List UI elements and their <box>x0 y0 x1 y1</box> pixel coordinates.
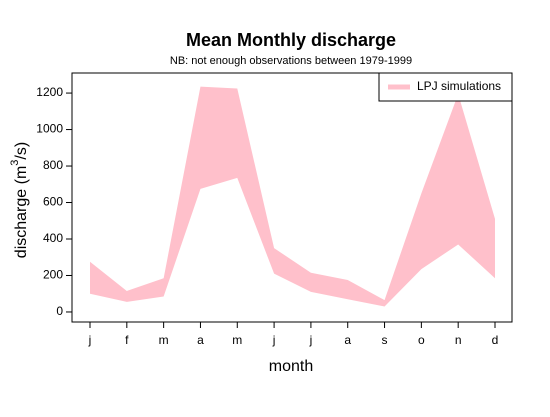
x-tick-label: m <box>232 333 242 347</box>
y-axis-title-part: /s) <box>13 142 30 160</box>
plot-frame <box>71 72 513 323</box>
x-tick-label: f <box>125 333 129 347</box>
y-axis-title: discharge (m3/s) <box>9 142 30 258</box>
legend-label: LPJ simulations <box>417 79 501 93</box>
y-tick-label: 1200 <box>36 85 63 99</box>
x-tick-label: a <box>344 333 351 347</box>
x-tick-label: n <box>455 333 462 347</box>
chart-subtitle: NB: not enough observations between 1979… <box>170 55 412 67</box>
y-axis-title-part: discharge (m <box>13 166 30 258</box>
x-tick-label: o <box>418 333 425 347</box>
band-area <box>90 86 495 307</box>
y-tick-label: 600 <box>43 195 63 209</box>
y-tick-label: 1000 <box>36 122 63 136</box>
y-tick-label: 0 <box>56 304 63 318</box>
x-tick-label: m <box>159 333 169 347</box>
x-tick-label: j <box>88 333 92 347</box>
chart-title: Mean Monthly discharge <box>186 30 396 50</box>
x-tick-label: j <box>309 333 313 347</box>
y-tick-label: 400 <box>43 231 63 245</box>
y-tick-label: 800 <box>43 158 63 172</box>
y-axis-title-superscript: 3 <box>9 160 21 166</box>
x-tick-label: s <box>382 333 388 347</box>
x-tick-label: j <box>272 333 276 347</box>
y-tick-label: 200 <box>43 268 63 282</box>
x-axis-title: month <box>269 358 313 375</box>
x-tick-label: d <box>492 333 499 347</box>
x-tick-label: a <box>197 333 204 347</box>
